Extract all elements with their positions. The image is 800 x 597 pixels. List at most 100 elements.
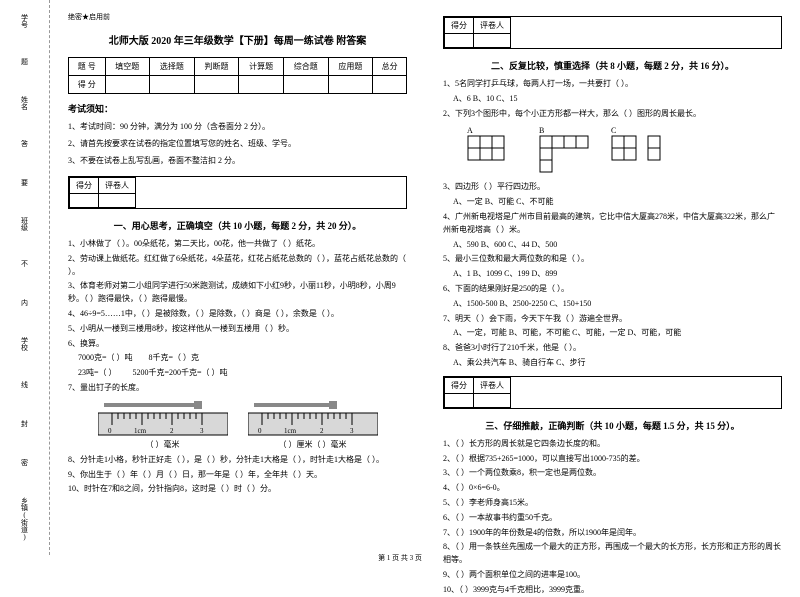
j3: 3、（ ）一个两位数乘8，积一定也是两位数。 [443, 467, 782, 480]
q6: 6、换算。 [68, 338, 407, 351]
q4: 4、46÷9=5……1中，（ ）是被除数，（ ）是除数，（ ）商是（ ），余数是… [68, 308, 407, 321]
section-3-title: 三、仔细推敲，正确判断（共 10 小题，每题 1.5 分，共 15 分）。 [443, 419, 782, 432]
sh-5: 综合题 [283, 58, 328, 76]
page-footer: 第 1 页 共 3 页 [0, 553, 800, 563]
q6c: 23吨=（ ） 5200千克=200千克=（ ）吨 [68, 367, 407, 380]
svg-text:3: 3 [200, 427, 204, 435]
sb2b: 评卷人 [474, 18, 511, 34]
ruler-a-svg: 0 1cm 2 3 [98, 399, 228, 437]
sh-4: 计算题 [239, 58, 284, 76]
sh-6: 应用题 [328, 58, 373, 76]
s2-2: 2、下列3个图形中，每个小正方形都一样大，那么（ ）图形的周长最长。 [443, 108, 782, 121]
binding-margin: 学号 题 姓名 答 要 班级 不 内 学校 线 封 密 乡镇(街道) [0, 0, 50, 555]
q1: 1、小林做了（ ）。00朵纸花，第二天比，00花，他一共做了（ ）纸花。 [68, 238, 407, 251]
j6: 6、（ ）一本故事书约重50千克。 [443, 512, 782, 525]
svg-text:1cm: 1cm [134, 427, 147, 435]
ruler-b-label: （ ）厘米（ ）毫米 [248, 439, 378, 450]
sh-7: 总分 [373, 58, 407, 76]
notice-header: 考试须知： [68, 102, 407, 115]
j4: 4、（ ）0×6=6-0。 [443, 482, 782, 495]
sb3a: 得分 [445, 377, 474, 393]
j2: 2、（ ）根据735+265=1000，可以直接写出1000-735的差。 [443, 453, 782, 466]
bind-xuexiao: 学校 [20, 337, 30, 351]
mark-feng: 封 [21, 419, 28, 429]
bind-xingming: 姓名 [20, 96, 30, 110]
s2-6: 6、下面的结果刚好是250的是（ ）。 [443, 283, 782, 296]
sb1a: 得分 [70, 178, 99, 194]
j9: 9、（ ）两个面积单位之间的进率是100。 [443, 569, 782, 582]
sc4[interactable] [239, 76, 284, 94]
q9: 9、你出生于（ ）年（ ）月（ ）日，那一年是（ ）年，全年共（ ）天。 [68, 469, 407, 482]
s2-6o: A、1500-500 B、2500-2250 C、150+150 [443, 298, 782, 311]
svg-text:0: 0 [108, 427, 112, 435]
shapes-row: A B [467, 124, 782, 177]
svg-text:3: 3 [350, 427, 354, 435]
s2-1o: A、6 B、10 C、15 [443, 93, 782, 106]
mark-bu: 不 [21, 259, 28, 269]
s2-4: 4、广州新电视塔是广州市目前最高的建筑，它比中信大厦高278米，中信大厦高322… [443, 211, 782, 237]
sb2a: 得分 [445, 18, 474, 34]
sc2[interactable] [150, 76, 195, 94]
mark-mi: 密 [21, 458, 28, 468]
svg-text:0: 0 [258, 427, 262, 435]
shape-b-svg [539, 135, 591, 177]
sh-3: 判断题 [194, 58, 239, 76]
sc7[interactable] [373, 76, 407, 94]
s2-5o: A、1 B、1099 C、199 D、899 [443, 268, 782, 281]
s2-4o: A、590 B、600 C、44 D、500 [443, 239, 782, 252]
mark-nei: 内 [21, 298, 28, 308]
sc6[interactable] [328, 76, 373, 94]
sb1c[interactable] [70, 194, 99, 208]
bind-xuehao: 学号 [20, 14, 30, 28]
sb3c[interactable] [445, 393, 474, 407]
s2-3: 3、四边形（ ）平行四边形。 [443, 181, 782, 194]
svg-text:1cm: 1cm [284, 427, 297, 435]
s2-3o: A、一定 B、可能 C、不可能 [443, 196, 782, 209]
right-column: 得分评卷人 二、反复比较，慎重选择（共 8 小题，每题 2 分，共 16 分）。… [425, 0, 800, 555]
scorebox-3: 得分评卷人 [443, 376, 782, 409]
ruler-a-label: （ ）毫米 [98, 439, 228, 450]
secret-label: 绝密★启用前 [68, 12, 407, 22]
section-1-title: 一、用心思考，正确填空（共 10 小题，每题 2 分，共 20 分）。 [68, 219, 407, 232]
sh-2: 选择题 [150, 58, 195, 76]
sc1[interactable] [105, 76, 150, 94]
sb2d[interactable] [474, 34, 511, 48]
svg-text:2: 2 [320, 427, 324, 435]
s2-5: 5、最小三位数和最大两位数的和是（ ）。 [443, 253, 782, 266]
shape-c-svg [611, 135, 663, 165]
sb2c[interactable] [445, 34, 474, 48]
q8: 8、分针走1小格，秒针正好走（ ），是（ ）秒，分针走1大格是（ ），时针走1大… [68, 454, 407, 467]
j10: 10、（ ）3999克与4千克相比，3999克重。 [443, 584, 782, 597]
s2-8: 8、爸爸3小时行了210千米，他是（ ）。 [443, 342, 782, 355]
q2: 2、劳动课上做纸花。红红做了6朵纸花，4朵蓝花，红花占纸花总数的（ ），蓝花占纸… [68, 253, 407, 279]
sh-0: 题 号 [69, 58, 106, 76]
j5: 5、（ ）李老师身高15米。 [443, 497, 782, 510]
q6a: 7000克=（ ）吨 8千克=（ ）克 [68, 352, 407, 365]
bind-banji: 班级 [20, 217, 30, 231]
scorebox-2: 得分评卷人 [443, 16, 782, 49]
q3: 3、体育老师对第二小组同学进行50米跑测试，成绩如下小红9秒，小丽11秒，小明8… [68, 280, 407, 306]
sc5[interactable] [283, 76, 328, 94]
notice-2: 2、请首先按要求在试卷的指定位置填写您的姓名、班级、学号。 [68, 138, 407, 149]
s2-8o: A、乘公共汽车 B、骑自行车 C、步行 [443, 357, 782, 370]
s2-1: 1、5名同学打乒乓球，每两人打一场，一共要打（ ）。 [443, 78, 782, 91]
bind-xiangzhen: 乡镇(街道) [20, 497, 30, 541]
sc3[interactable] [194, 76, 239, 94]
score-table: 题 号 填空题 选择题 判断题 计算题 综合题 应用题 总分 得 分 [68, 57, 407, 94]
ruler-row: 0 1cm 2 3 （ ）毫米 0 [68, 399, 407, 450]
notice-1: 1、考试时间：90 分钟，满分为 100 分（含卷面分 2 分）。 [68, 121, 407, 132]
exam-title: 北师大版 2020 年三年级数学【下册】每周一练试卷 附答案 [68, 32, 407, 47]
sb3d[interactable] [474, 393, 511, 407]
sb3b: 评卷人 [474, 377, 511, 393]
mark-ti: 题 [21, 57, 28, 67]
q10: 10、时针在7和8之间，分针指向8，这时是（ ）时（ ）分。 [68, 483, 407, 496]
shape-b: B [539, 124, 591, 177]
j1: 1、（ ）长方形的周长就是它四条边长度的和。 [443, 438, 782, 451]
left-column: 绝密★启用前 北师大版 2020 年三年级数学【下册】每周一练试卷 附答案 题 … [50, 0, 425, 555]
sb1d[interactable] [99, 194, 136, 208]
score-row-label: 得 分 [69, 76, 106, 94]
mark-xian: 线 [21, 380, 28, 390]
sh-1: 填空题 [105, 58, 150, 76]
s2-7o: A、一定，可能 B、可能，不可能 C、可能，一定 D、可能，可能 [443, 327, 782, 340]
shape-a: A [467, 124, 519, 177]
